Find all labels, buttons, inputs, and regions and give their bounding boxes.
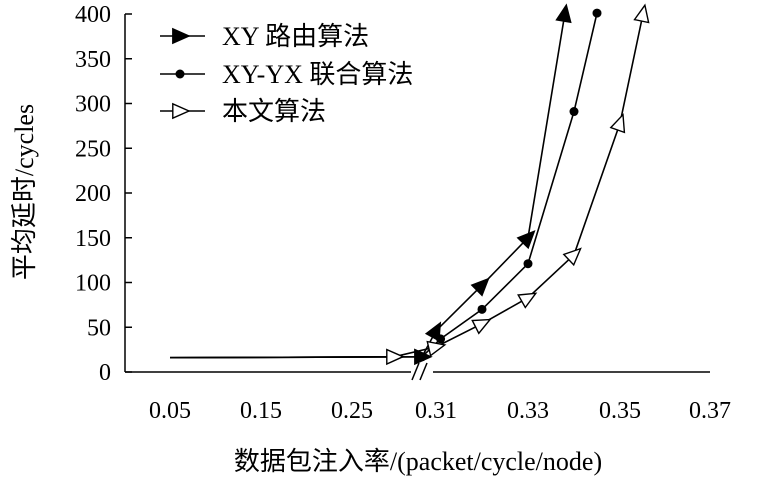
data-point-circle xyxy=(417,352,427,362)
data-point-open-arrow xyxy=(633,3,650,24)
data-point-open-arrow xyxy=(471,318,492,335)
data-point-circle xyxy=(175,69,185,79)
y-tick-label: 100 xyxy=(75,271,111,297)
y-tick-label: 50 xyxy=(87,315,111,341)
y-tick-label: 350 xyxy=(75,47,111,73)
y-tick-label: 300 xyxy=(75,92,111,118)
y-tick-label: 200 xyxy=(75,181,111,207)
data-point-open-arrow xyxy=(386,348,405,366)
y-tick-label: 150 xyxy=(75,226,111,252)
series xyxy=(169,8,602,362)
x-tick-label: 0.05 xyxy=(149,398,191,424)
x-tick-label: 0.33 xyxy=(507,398,549,424)
data-point-open-arrow xyxy=(562,247,582,267)
x-tick-label: 0.31 xyxy=(415,398,457,424)
y-axis-title: 平均延时/cycles xyxy=(10,104,39,280)
data-point-arrow xyxy=(516,230,536,250)
x-tick-label: 0.37 xyxy=(689,398,731,424)
series xyxy=(169,3,650,366)
x-axis-title: 数据包注入率/(packet/cycle/node) xyxy=(234,447,602,476)
data-point-open-arrow xyxy=(172,102,191,120)
axes: 0 50 100 150 200 250 300 350 400 0.05 0.15 0.25 0.31… xyxy=(75,2,731,424)
x-axis-break-mark xyxy=(419,362,428,381)
series xyxy=(169,3,572,366)
data-point-arrow xyxy=(424,321,442,342)
data-point-circle xyxy=(477,304,487,314)
data-point-open-arrow xyxy=(517,292,538,309)
legend-label: XY-YX 联合算法 xyxy=(222,60,413,89)
data-point-circle xyxy=(523,259,533,269)
x-tick-label: 0.25 xyxy=(331,398,373,424)
legend-item: 本文算法 xyxy=(160,97,326,126)
x-tick-label: 0.15 xyxy=(240,398,282,424)
data-point-circle xyxy=(569,107,579,117)
data-point-open-arrow xyxy=(426,340,447,357)
data-point-arrow xyxy=(470,277,490,297)
data-point-arrow xyxy=(172,27,191,45)
legend-label: 本文算法 xyxy=(222,97,326,126)
y-tick-label: 250 xyxy=(75,136,111,162)
y-tick-label: 400 xyxy=(75,2,111,28)
data-point-open-arrow xyxy=(609,113,626,134)
legend-item: XY 路由算法 xyxy=(160,22,369,51)
data-point-arrow xyxy=(555,3,572,24)
data-point-circle xyxy=(436,334,446,344)
y-tick-label: 0 xyxy=(99,360,111,386)
x-axis-break-mark xyxy=(411,362,420,381)
legend-label: XY 路由算法 xyxy=(222,22,369,51)
series-layer xyxy=(169,3,650,366)
x-tick-label: 0.35 xyxy=(599,398,641,424)
data-point-circle xyxy=(592,8,602,18)
legend-item: XY-YX 联合算法 xyxy=(160,60,413,89)
